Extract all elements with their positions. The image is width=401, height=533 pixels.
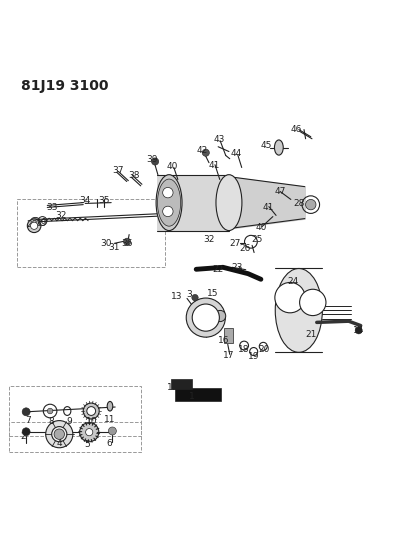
Circle shape — [22, 408, 30, 416]
Ellipse shape — [215, 175, 241, 231]
Circle shape — [85, 429, 93, 436]
Text: 9: 9 — [66, 417, 72, 426]
Text: 42: 42 — [196, 146, 207, 155]
Circle shape — [123, 238, 130, 245]
Bar — [171, 379, 191, 390]
Circle shape — [47, 408, 53, 414]
Text: 32: 32 — [203, 235, 214, 244]
Text: 44: 44 — [230, 149, 241, 158]
Text: 40: 40 — [166, 162, 178, 171]
Text: 2: 2 — [20, 432, 26, 441]
Text: 5: 5 — [84, 440, 90, 449]
Text: 29: 29 — [36, 219, 47, 228]
Bar — [9, 422, 141, 452]
Text: 20: 20 — [258, 345, 269, 353]
Ellipse shape — [192, 304, 219, 331]
Ellipse shape — [275, 269, 322, 352]
Text: 27: 27 — [229, 239, 240, 248]
Text: 47: 47 — [273, 187, 285, 196]
Text: 7: 7 — [25, 416, 31, 425]
Text: 17: 17 — [223, 351, 234, 360]
Text: 37: 37 — [112, 166, 124, 175]
Ellipse shape — [31, 217, 40, 224]
Text: 6: 6 — [106, 439, 112, 448]
Circle shape — [108, 427, 116, 435]
Text: 43: 43 — [213, 135, 224, 144]
Text: 24: 24 — [286, 277, 298, 286]
Text: 23: 23 — [231, 263, 242, 272]
Text: 40: 40 — [255, 223, 266, 232]
Ellipse shape — [87, 407, 95, 415]
Text: 21: 21 — [304, 330, 316, 339]
Text: 46: 46 — [290, 125, 301, 134]
Text: 28: 28 — [292, 199, 304, 208]
Ellipse shape — [186, 298, 225, 337]
Text: 22: 22 — [212, 265, 223, 274]
Bar — [174, 388, 221, 401]
Circle shape — [305, 199, 315, 210]
Text: 10: 10 — [85, 417, 97, 426]
Text: 19: 19 — [248, 352, 259, 361]
Text: 35: 35 — [98, 196, 110, 205]
Text: 38: 38 — [128, 171, 139, 180]
Text: 28: 28 — [27, 220, 38, 229]
Circle shape — [299, 289, 325, 316]
Text: 41: 41 — [208, 161, 219, 170]
Ellipse shape — [274, 140, 283, 155]
Circle shape — [354, 327, 361, 334]
Text: 18: 18 — [238, 345, 249, 353]
Ellipse shape — [52, 426, 67, 442]
Ellipse shape — [83, 403, 99, 419]
Ellipse shape — [79, 423, 99, 442]
Ellipse shape — [107, 401, 113, 411]
Text: 16: 16 — [218, 336, 229, 345]
Bar — [17, 199, 165, 266]
Text: 34: 34 — [79, 196, 91, 205]
Circle shape — [274, 282, 304, 313]
Text: 25: 25 — [251, 235, 262, 244]
Bar — [223, 328, 233, 343]
Bar — [157, 175, 229, 231]
Text: 36: 36 — [121, 239, 133, 248]
Circle shape — [191, 294, 198, 301]
Circle shape — [162, 188, 172, 198]
Circle shape — [151, 158, 158, 165]
Text: 39: 39 — [146, 155, 158, 164]
Text: 13: 13 — [170, 292, 182, 301]
Text: 81J19 3100: 81J19 3100 — [21, 79, 109, 93]
Bar — [9, 386, 141, 436]
Ellipse shape — [157, 179, 180, 226]
Text: 12: 12 — [166, 383, 178, 392]
Circle shape — [30, 222, 38, 229]
Circle shape — [202, 149, 209, 156]
Text: 4: 4 — [56, 439, 62, 448]
Text: 1: 1 — [189, 392, 194, 401]
Ellipse shape — [214, 310, 225, 321]
Text: 26: 26 — [239, 245, 250, 253]
Circle shape — [22, 428, 30, 436]
Text: 33: 33 — [47, 203, 58, 212]
Text: 11: 11 — [104, 415, 115, 424]
Text: 41: 41 — [262, 203, 273, 212]
Text: 3: 3 — [186, 290, 191, 299]
Circle shape — [54, 429, 64, 439]
Circle shape — [162, 206, 172, 216]
Text: 31: 31 — [108, 243, 120, 252]
Text: 15: 15 — [207, 289, 218, 298]
Text: 14: 14 — [352, 326, 363, 335]
Circle shape — [27, 219, 41, 232]
Text: 45: 45 — [260, 141, 271, 150]
Ellipse shape — [46, 421, 73, 448]
Text: 8: 8 — [48, 417, 54, 426]
Text: 32: 32 — [55, 211, 66, 220]
Text: 30: 30 — [100, 239, 111, 248]
Ellipse shape — [156, 175, 182, 231]
